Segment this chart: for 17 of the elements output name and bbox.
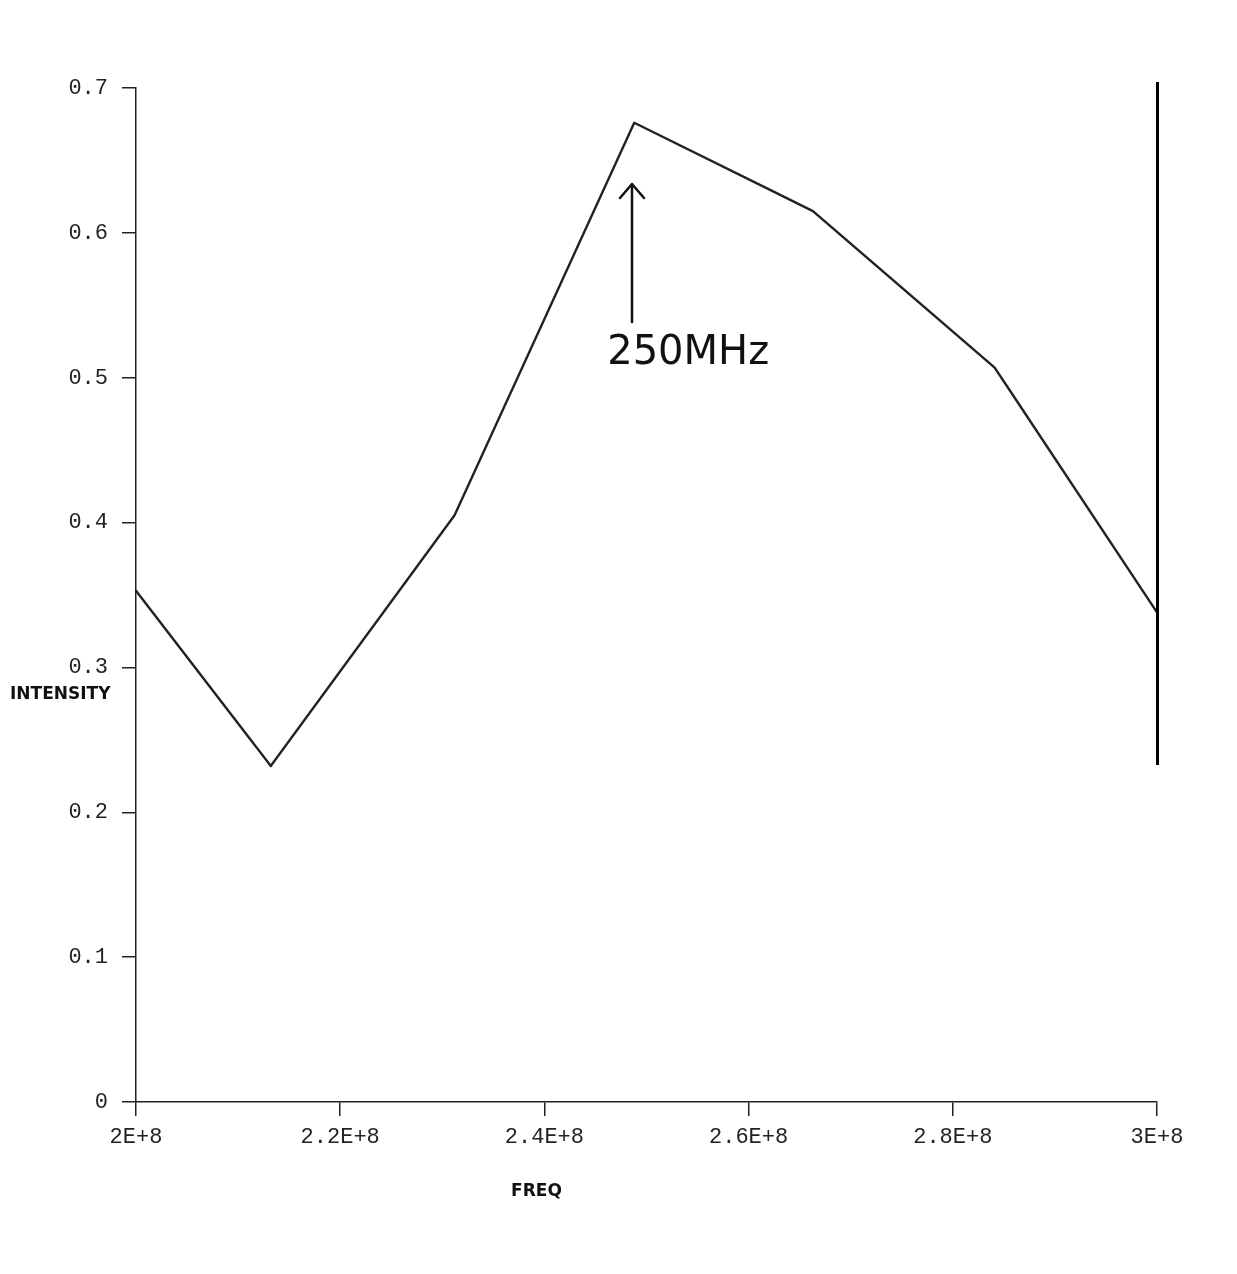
- y-tick-label: 0.6: [68, 220, 108, 246]
- y-tick-label: 0.1: [68, 944, 108, 970]
- annotation: 250MHz: [607, 326, 770, 373]
- y-tick-label: 0.2: [68, 800, 108, 826]
- x-tick-label: 2.4E+8: [504, 1125, 585, 1151]
- x-axis-title: FREQ: [511, 1180, 562, 1201]
- y-axis-title: INTENSITY: [10, 683, 112, 704]
- x-tick-label: 2.8E+8: [913, 1125, 993, 1151]
- y-tick-label: 0.5: [68, 365, 108, 391]
- y-tick-label: 0.3: [68, 655, 108, 681]
- x-tick-label: 2E+8: [109, 1125, 163, 1151]
- y-tick-label: 0.4: [68, 510, 108, 536]
- x-tick-label: 3E+8: [1130, 1125, 1184, 1151]
- x-tick-label: 2.2E+8: [300, 1125, 380, 1151]
- y-tick-label: 0.7: [68, 75, 108, 101]
- y-tick-label: 0: [94, 1089, 108, 1115]
- x-tick-label: 2.6E+8: [708, 1125, 789, 1151]
